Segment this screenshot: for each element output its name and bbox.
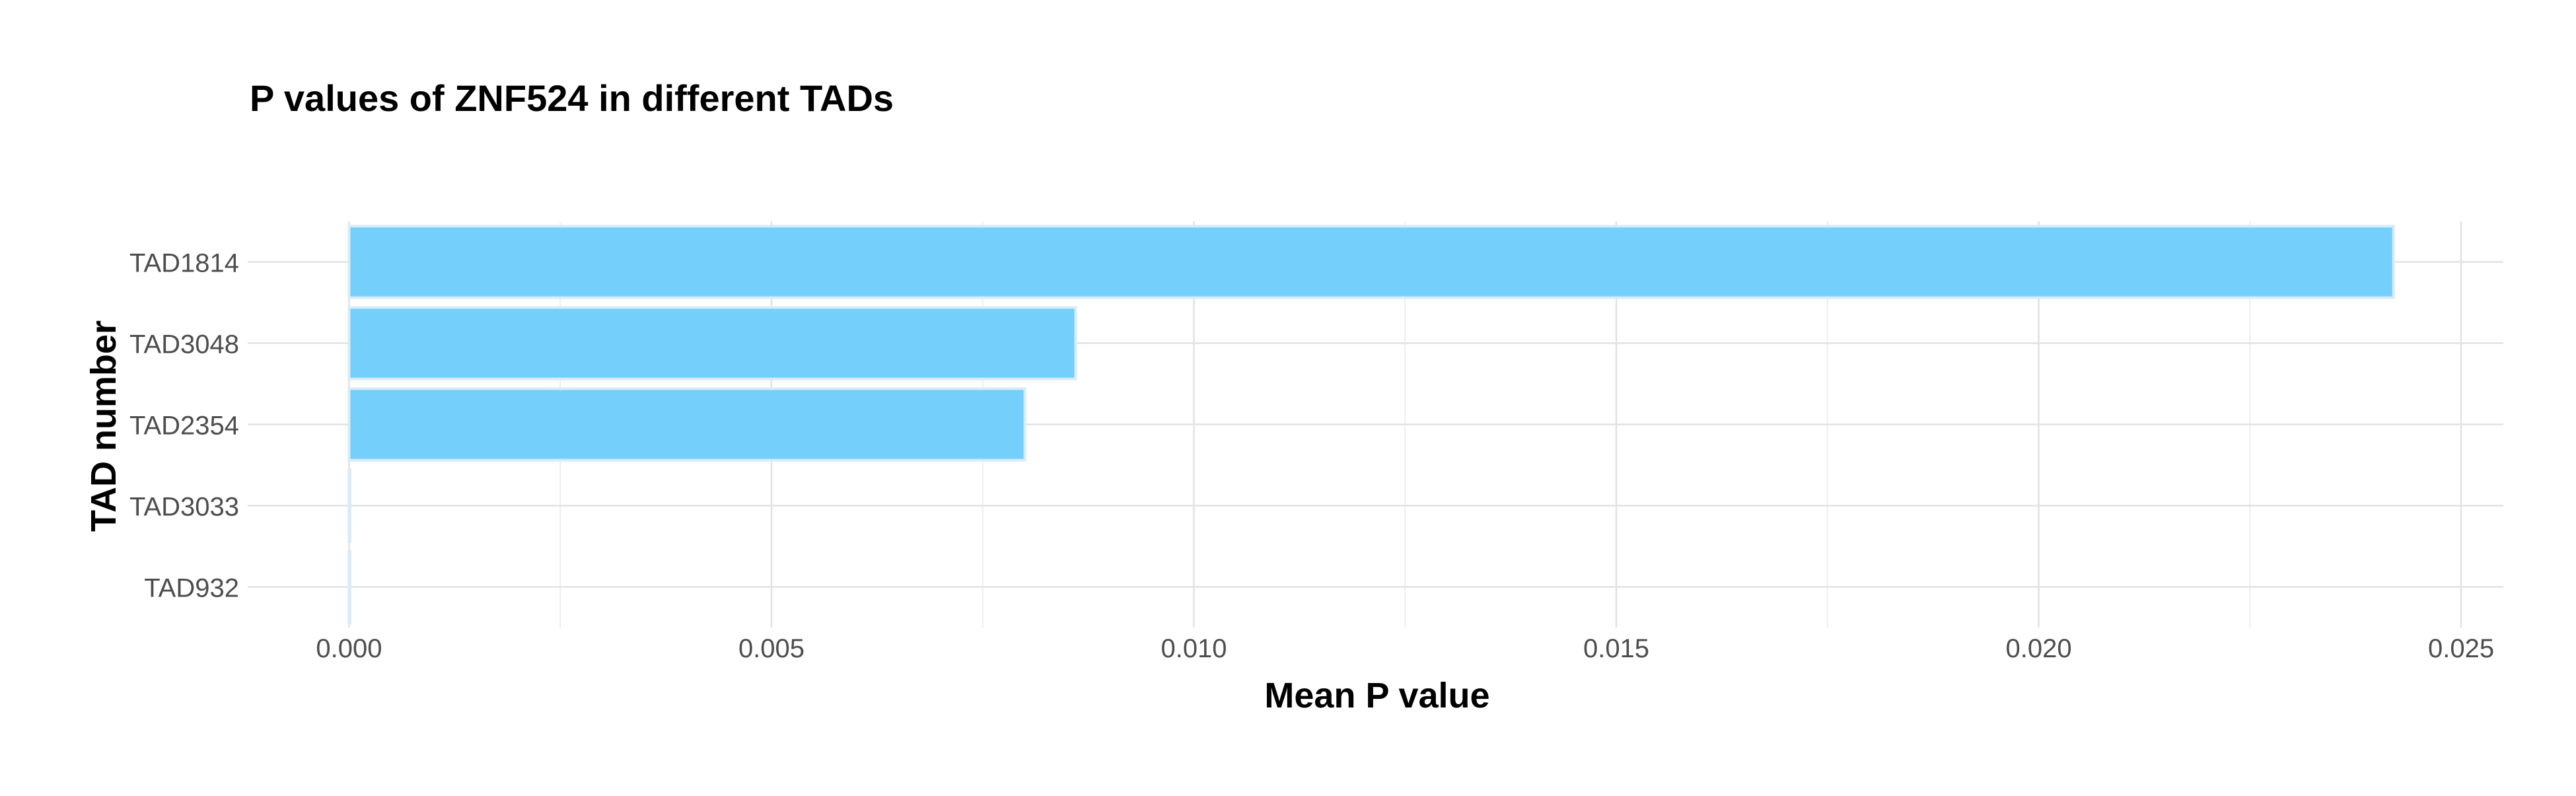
x-tick-label: 0.025	[2428, 634, 2494, 663]
chart-title: P values of ZNF524 in different TADs	[250, 77, 894, 119]
x-tick-label: 0.015	[1583, 634, 1649, 663]
x-tick-label: 0.020	[2005, 634, 2071, 663]
bar-tad3033	[347, 468, 351, 543]
bar-tad3048	[347, 306, 1077, 380]
bars	[347, 225, 2395, 624]
y-tick-label: TAD1814	[129, 249, 239, 278]
y-axis-label: TAD number	[84, 320, 124, 532]
y-tick-label: TAD3033	[129, 493, 239, 522]
x-tick-labels: 0.000 0.005 0.010 0.015 0.020 0.025	[316, 634, 2494, 663]
x-tick-label: 0.000	[316, 634, 382, 663]
y-tick-labels: TAD1814 TAD3048 TAD2354 TAD3033 TAD932	[129, 249, 239, 603]
x-tick-label: 0.010	[1161, 634, 1227, 663]
x-tick-label: 0.005	[738, 634, 805, 663]
x-axis-label: Mean P value	[1264, 676, 1489, 715]
bar-tad932	[347, 550, 351, 624]
y-tick-label: TAD3048	[129, 330, 239, 359]
y-tick-label: TAD2354	[129, 412, 239, 441]
bar-tad1814	[347, 225, 2395, 299]
y-tick-label: TAD932	[144, 574, 239, 603]
bar-tad2354	[347, 387, 1026, 462]
